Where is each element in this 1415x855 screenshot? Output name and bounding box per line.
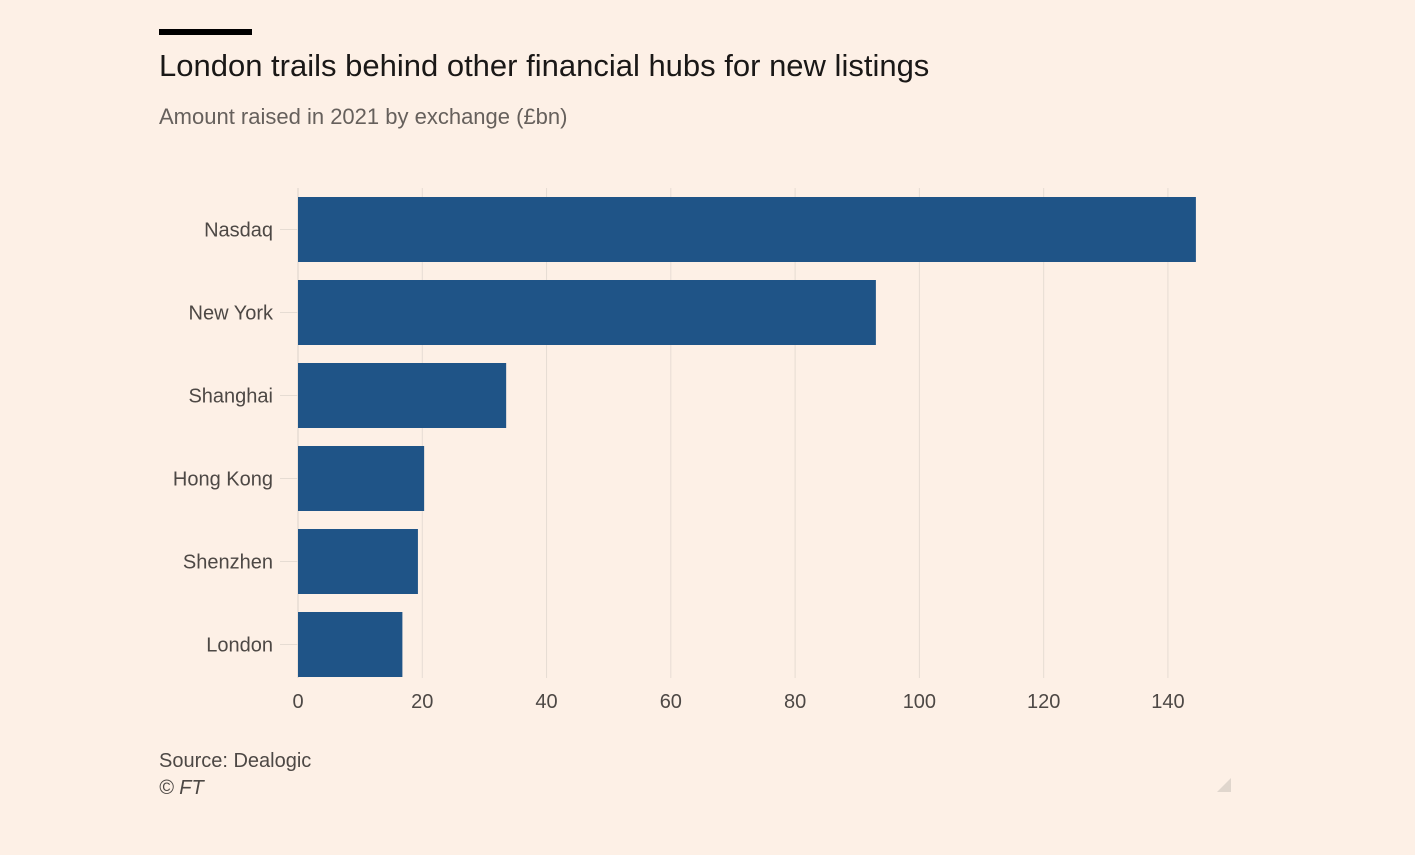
x-tick-label: 60 [660, 691, 682, 713]
bar-nasdaq [298, 197, 1196, 262]
copyright-note: © FT [159, 777, 204, 799]
category-label: New York [189, 303, 274, 325]
category-label: Hong Kong [173, 469, 273, 491]
x-tick-label: 100 [903, 691, 936, 713]
bar-london [298, 612, 403, 677]
bar-shenzhen [298, 529, 418, 594]
category-label: London [206, 635, 273, 657]
x-tick-label: 40 [535, 691, 557, 713]
category-label: Nasdaq [204, 220, 273, 242]
bar-shanghai [298, 363, 507, 428]
source-note: Source: Dealogic [159, 750, 312, 772]
bar-hong-kong [298, 446, 425, 511]
header-rule [159, 29, 252, 35]
category-label: Shenzhen [183, 552, 273, 574]
category-label: Shanghai [188, 386, 273, 408]
x-tick-label: 20 [411, 691, 433, 713]
resize-corner-icon [1217, 778, 1231, 792]
grid-lines [297, 188, 1169, 678]
x-tick-label: 120 [1027, 691, 1060, 713]
chart-subtitle: Amount raised in 2021 by exchange (£bn) [159, 104, 568, 129]
category-labels: Nasdaq New York Shanghai Hong Kong Shenzhen L… [173, 220, 298, 657]
x-tick-label: 140 [1151, 691, 1184, 713]
x-axis-ticks: 0 20 40 60 80 100 120 140 [292, 691, 1184, 713]
bar-new-york [298, 280, 876, 345]
bars [298, 197, 1196, 677]
x-tick-label: 0 [292, 691, 303, 713]
x-tick-label: 80 [784, 691, 806, 713]
chart-title: London trails behind other financial hub… [159, 48, 930, 83]
